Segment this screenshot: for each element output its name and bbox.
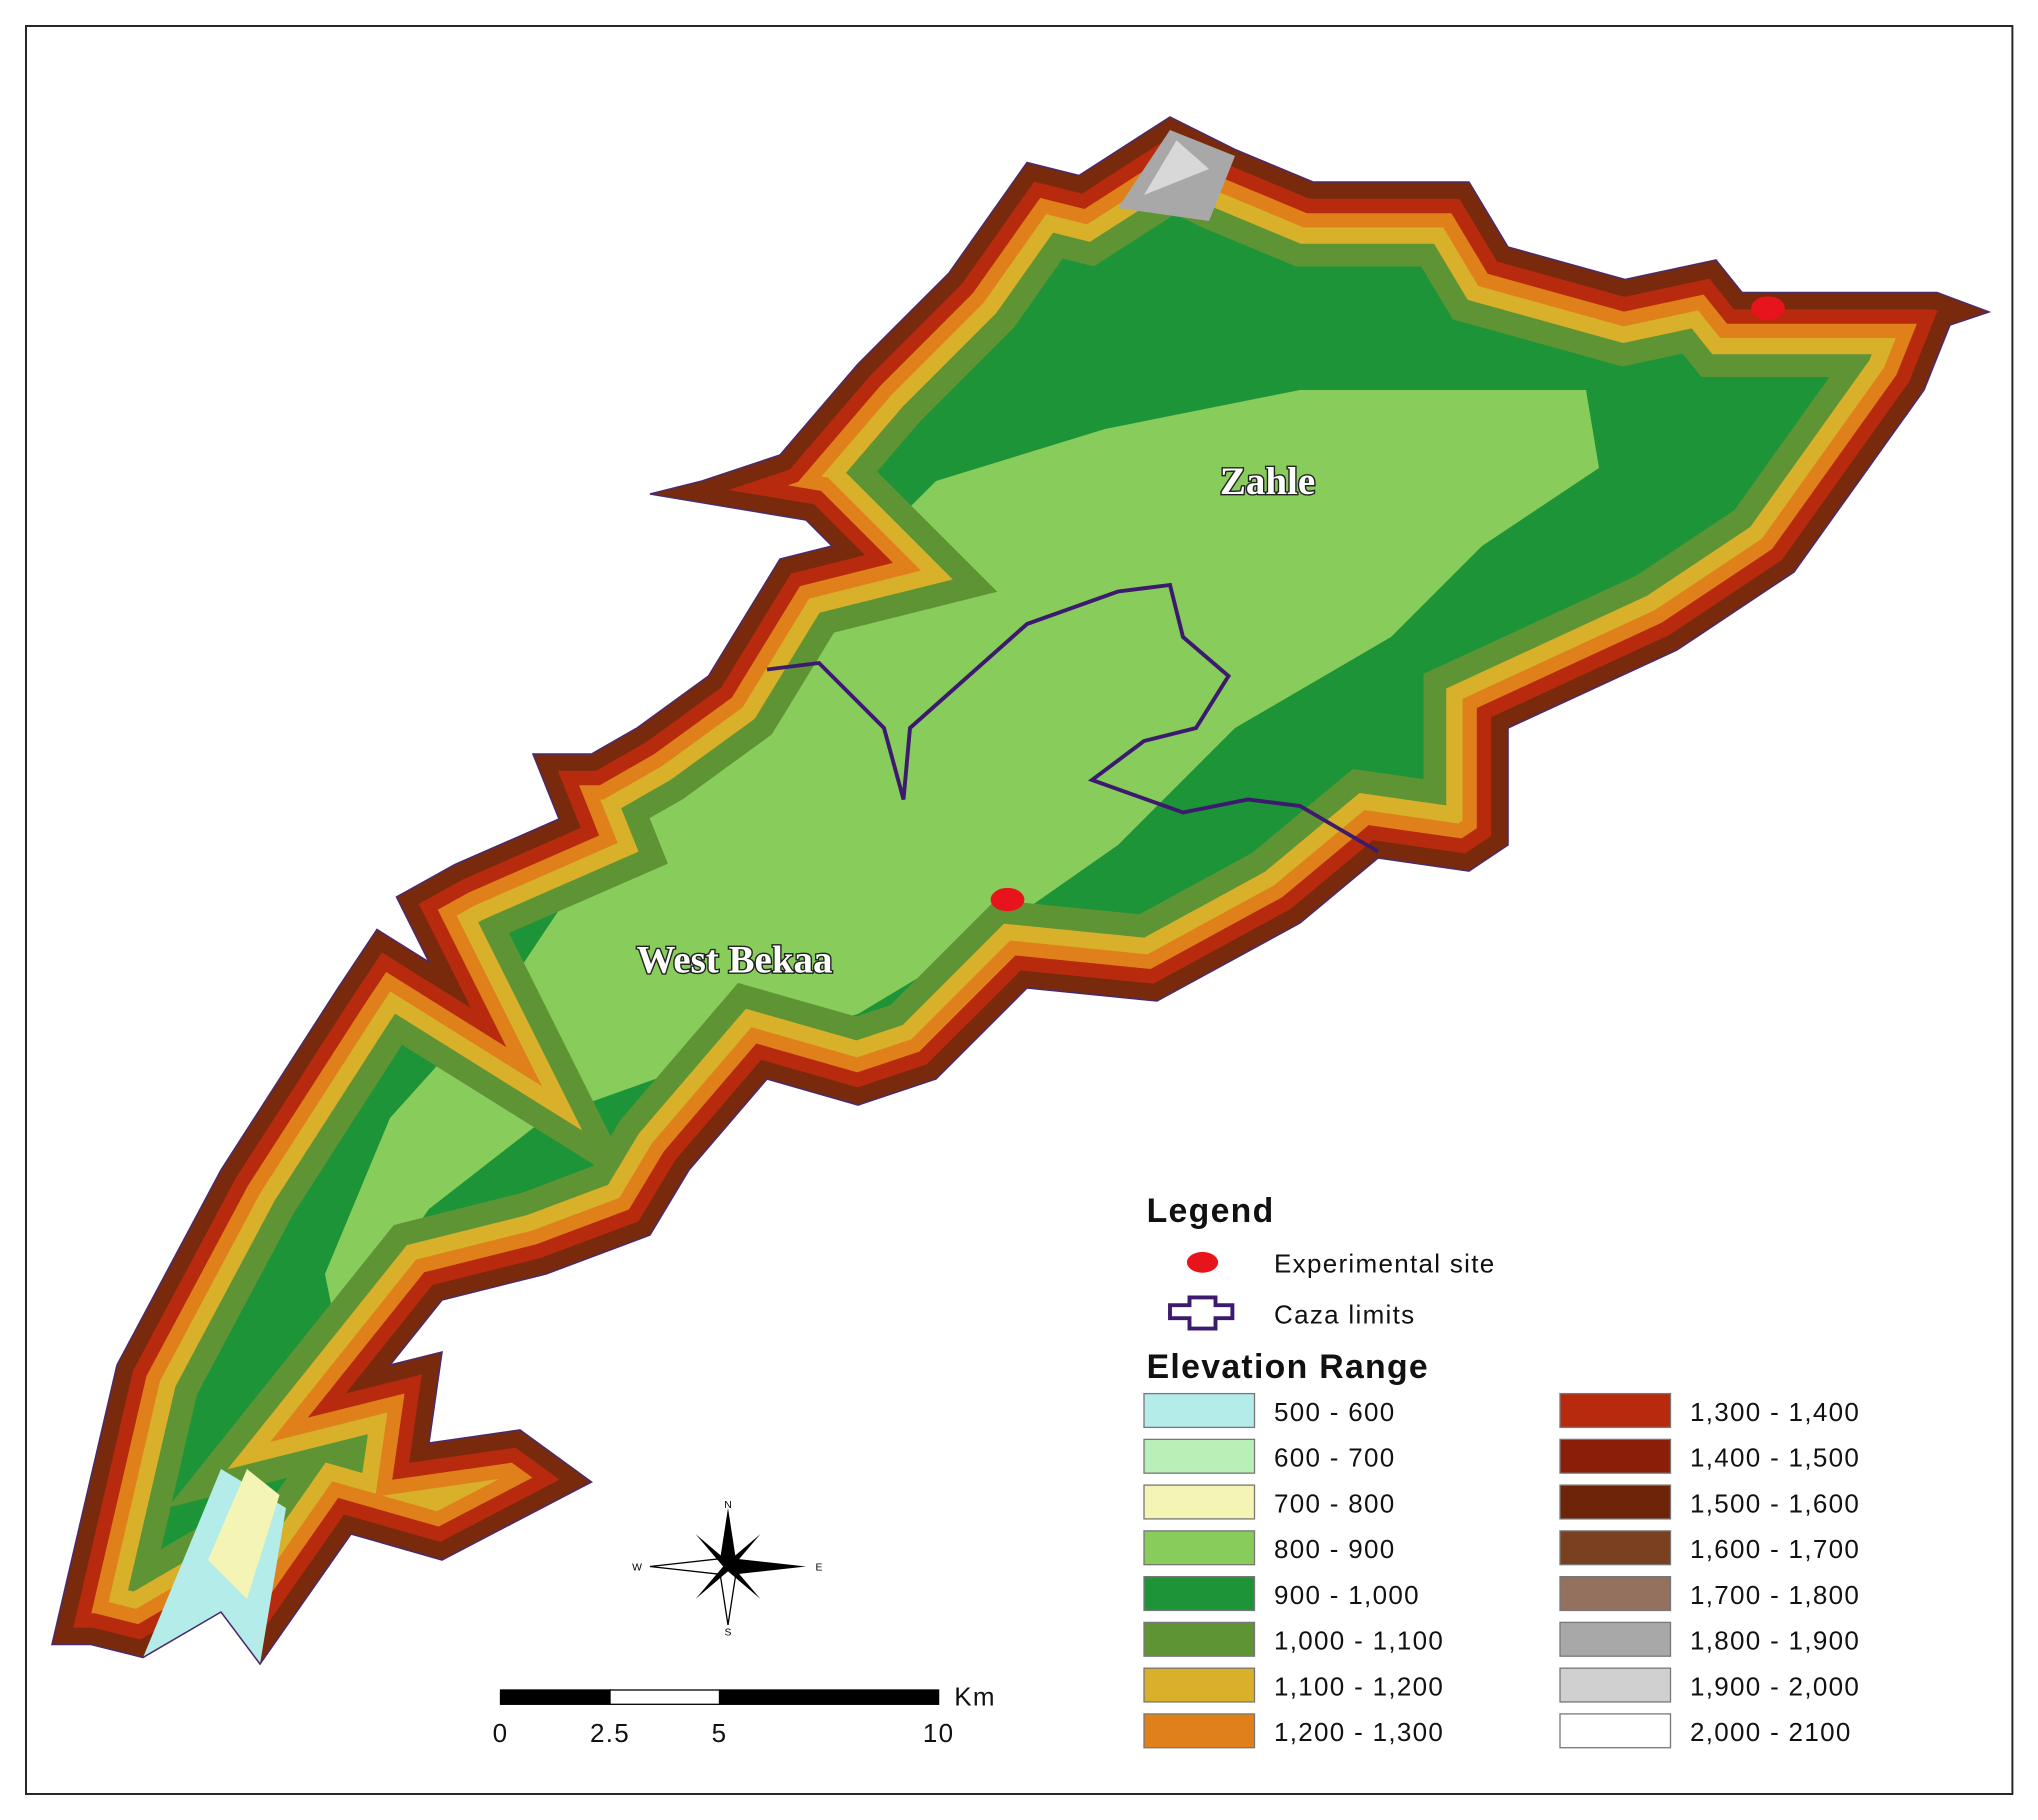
legend-label: 900 - 1,000 bbox=[1274, 1580, 1420, 1610]
legend-label: 1,400 - 1,500 bbox=[1690, 1443, 1860, 1473]
compass-letter: S bbox=[725, 1627, 732, 1638]
legend-title: Legend bbox=[1147, 1192, 1275, 1230]
legend-label: 1,700 - 1,800 bbox=[1690, 1580, 1860, 1610]
legend-swatch bbox=[1143, 1667, 1256, 1703]
legend-swatch bbox=[1559, 1438, 1672, 1474]
compass: N E S W bbox=[632, 1500, 822, 1638]
map-label: Zahle bbox=[1220, 460, 1315, 503]
legend-swatch bbox=[1559, 1667, 1672, 1703]
legend-label: 1,800 - 1,900 bbox=[1690, 1626, 1860, 1656]
legend-label: 500 - 600 bbox=[1274, 1397, 1396, 1427]
legend-item: Experimental site bbox=[1274, 1249, 1496, 1279]
scale-tick-label: 0 bbox=[493, 1718, 509, 1748]
legend-item: Caza limits bbox=[1274, 1299, 1415, 1329]
legend-label: 800 - 900 bbox=[1274, 1534, 1396, 1564]
scale-unit: Km bbox=[954, 1682, 996, 1712]
legend-swatch bbox=[1559, 1530, 1672, 1566]
legend-swatch bbox=[1143, 1438, 1256, 1474]
caza-limit bbox=[766, 582, 1379, 854]
legend-swatch bbox=[1143, 1530, 1256, 1566]
legend-swatch bbox=[1143, 1484, 1256, 1520]
scale-tick-label: 2.5 bbox=[590, 1718, 630, 1748]
scale-segment bbox=[718, 1689, 940, 1705]
scale-segment bbox=[609, 1689, 721, 1705]
legend-site-symbol bbox=[1186, 1251, 1219, 1273]
legend-swatch bbox=[1559, 1484, 1672, 1520]
experimental-site bbox=[1751, 296, 1785, 320]
legend-swatch bbox=[1143, 1621, 1256, 1657]
frame bbox=[25, 25, 2014, 1795]
compass-letter: W bbox=[632, 1562, 642, 1573]
legend-caza-symbol bbox=[1168, 1295, 1235, 1331]
compass-letter: N bbox=[724, 1500, 732, 1511]
scale-tick-label: 5 bbox=[712, 1718, 728, 1748]
legend-swatch bbox=[1559, 1392, 1672, 1429]
legend-label: 2,000 - 2100 bbox=[1690, 1717, 1852, 1747]
legend-label: 600 - 700 bbox=[1274, 1443, 1396, 1473]
map-label: West Bekaa bbox=[636, 938, 832, 981]
legend-label: 1,600 - 1,700 bbox=[1690, 1534, 1860, 1564]
legend-label: 1,900 - 2,000 bbox=[1690, 1671, 1860, 1701]
legend-swatch bbox=[1143, 1713, 1256, 1749]
legend-swatch bbox=[1143, 1392, 1256, 1429]
legend-subtitle: Elevation Range bbox=[1147, 1348, 1429, 1386]
legend-label: 1,200 - 1,300 bbox=[1274, 1717, 1444, 1747]
scale-segment bbox=[499, 1689, 611, 1705]
legend-label: 1,300 - 1,400 bbox=[1690, 1397, 1860, 1427]
legend-swatch bbox=[1143, 1575, 1256, 1612]
legend-label: 1,000 - 1,100 bbox=[1274, 1626, 1444, 1656]
legend-label: 1,100 - 1,200 bbox=[1274, 1671, 1444, 1701]
scale-tick-label: 10 bbox=[923, 1718, 955, 1748]
legend-swatch bbox=[1559, 1713, 1672, 1749]
experimental-site bbox=[990, 887, 1025, 912]
legend-swatch bbox=[1559, 1575, 1672, 1612]
legend-label: 700 - 800 bbox=[1274, 1488, 1396, 1518]
legend-label: 1,500 - 1,600 bbox=[1690, 1488, 1860, 1518]
compass-letter: E bbox=[816, 1562, 823, 1573]
legend-swatch bbox=[1559, 1621, 1672, 1657]
